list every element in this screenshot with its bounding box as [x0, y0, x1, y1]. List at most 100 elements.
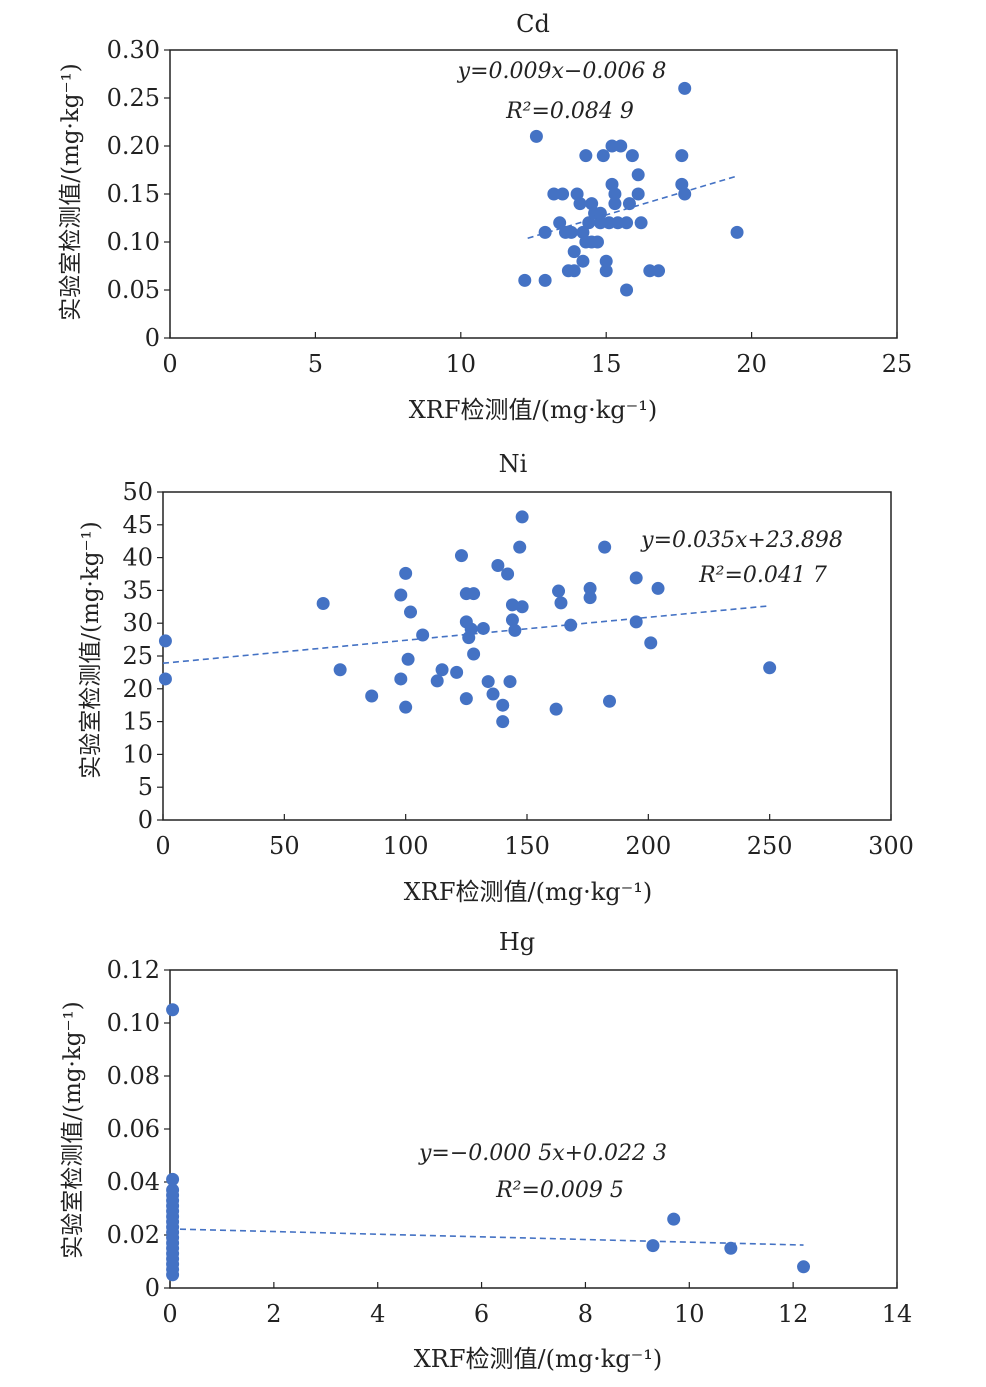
data-point	[583, 581, 597, 595]
data-point	[556, 187, 570, 201]
x-tick-label: 4	[370, 1300, 385, 1328]
regression-equation: y=0.009x−0.006 8	[457, 59, 667, 84]
data-point	[538, 273, 552, 287]
data-point	[629, 571, 643, 585]
data-point	[554, 596, 568, 610]
data-point	[553, 216, 567, 230]
regression-equation: y=−0.000 5x+0.022 3	[418, 1141, 667, 1166]
y-tick-label: 0.20	[107, 132, 160, 160]
data-point	[678, 187, 692, 201]
x-tick-label: 150	[504, 832, 550, 860]
data-point	[582, 216, 596, 230]
x-tick-label: 14	[882, 1300, 913, 1328]
data-point	[538, 225, 552, 239]
data-point	[631, 168, 645, 182]
y-tick-label: 0	[138, 806, 153, 834]
y-axis-label: 实验室检测值/(mg·kg⁻¹)	[60, 1001, 86, 1259]
data-point	[166, 1268, 180, 1282]
data-point	[675, 149, 689, 163]
data-point	[404, 605, 418, 619]
ni-scatter-chart: Ni XRF检测值/(mg·kg⁻¹) 实验室检测值/(mg·kg⁻¹) y=0…	[78, 450, 914, 906]
data-point	[399, 700, 413, 714]
data-point	[430, 674, 444, 688]
hg-scatter-chart: Hg XRF检测值/(mg·kg⁻¹) 实验室检测值/(mg·kg⁻¹) y=−…	[60, 928, 912, 1373]
data-point	[599, 264, 613, 278]
data-point	[501, 567, 515, 581]
y-tick-label: 0.30	[107, 36, 160, 64]
y-tick-label: 0.05	[107, 276, 160, 304]
r-squared-label: R²=0.084 9	[505, 99, 634, 124]
data-point	[450, 665, 464, 679]
y-tick-label: 0	[145, 1274, 160, 1302]
data-point	[505, 598, 519, 612]
x-tick-label: 0	[155, 832, 170, 860]
y-tick-label: 25	[122, 642, 153, 670]
x-tick-label: 250	[747, 832, 793, 860]
data-point	[678, 81, 692, 95]
data-point	[593, 206, 607, 220]
data-point	[583, 591, 597, 605]
data-point	[399, 566, 413, 580]
data-point	[481, 675, 495, 689]
data-point	[797, 1260, 811, 1274]
trendline	[169, 1228, 804, 1246]
data-point	[515, 600, 529, 614]
data-point	[435, 663, 449, 677]
data-point	[166, 1003, 180, 1017]
plot-frame	[169, 969, 898, 1289]
plot-frame	[169, 49, 898, 339]
data-point	[365, 689, 379, 703]
data-point	[513, 540, 527, 554]
data-point	[508, 623, 522, 637]
data-point	[401, 652, 415, 666]
y-tick-label: 40	[122, 544, 153, 572]
y-tick-label: 0.08	[107, 1062, 160, 1090]
data-point	[730, 225, 744, 239]
x-tick-label: 50	[269, 832, 300, 860]
x-tick-label: 100	[383, 832, 429, 860]
y-tick-label: 5	[138, 773, 153, 801]
y-tick-label: 0.15	[107, 180, 160, 208]
x-axis-label: XRF检测值/(mg·kg⁻¹)	[404, 878, 653, 906]
data-point	[496, 698, 510, 712]
data-point	[316, 597, 330, 611]
chart-title: Cd	[516, 10, 550, 38]
data-point	[596, 149, 610, 163]
data-point	[608, 197, 622, 211]
trendline	[527, 175, 738, 240]
data-point	[529, 129, 543, 143]
cd-scatter-chart: Cd XRF检测值/(mg·kg⁻¹) 实验室检测值/(mg·kg⁻¹) y=0…	[58, 10, 912, 424]
data-point	[564, 225, 578, 239]
y-axis-label: 实验室检测值/(mg·kg⁻¹)	[58, 63, 84, 321]
data-point	[599, 254, 613, 268]
data-point	[598, 540, 612, 554]
x-tick-label: 6	[474, 1300, 489, 1328]
data-point	[567, 245, 581, 259]
data-point	[579, 149, 593, 163]
y-tick-label: 15	[122, 708, 153, 736]
data-point	[652, 264, 666, 278]
data-point	[416, 628, 430, 642]
y-tick-label: 0.12	[107, 956, 160, 984]
data-point	[518, 273, 532, 287]
y-tick-label: 0.10	[107, 1009, 160, 1037]
x-tick-label: 10	[674, 1300, 705, 1328]
data-point	[590, 235, 604, 249]
data-point	[486, 687, 500, 701]
data-point	[631, 187, 645, 201]
data-point	[644, 636, 658, 650]
data-point	[564, 618, 578, 632]
y-tick-label: 50	[122, 478, 153, 506]
x-axis-label: XRF检测值/(mg·kg⁻¹)	[414, 1345, 663, 1373]
data-point	[620, 216, 634, 230]
data-point	[158, 634, 172, 648]
regression-equation: y=0.035x+23.898	[640, 528, 843, 553]
data-point	[394, 588, 408, 602]
y-tick-label: 0.04	[107, 1168, 160, 1196]
y-tick-label: 0.25	[107, 84, 160, 112]
data-point	[491, 558, 505, 572]
data-point	[333, 663, 347, 677]
data-point	[622, 197, 636, 211]
y-tick-label: 20	[122, 675, 153, 703]
